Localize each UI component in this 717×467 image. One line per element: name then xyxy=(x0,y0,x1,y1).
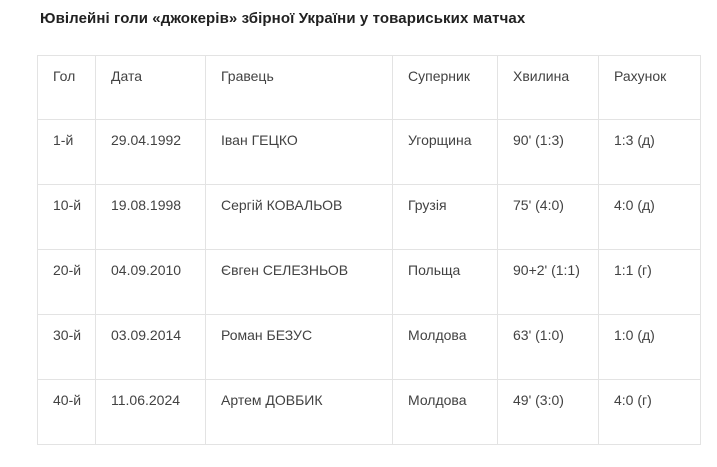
table-cell: 75' (4:0) xyxy=(497,184,599,250)
table-cell: Молдова xyxy=(392,379,498,445)
table-cell: 04.09.2010 xyxy=(95,249,206,315)
column-header-6: Рахунок xyxy=(598,55,701,120)
table-cell: 29.04.1992 xyxy=(95,119,206,185)
table-row: 10-й 19.08.1998 Сергій КОВАЛЬОВ Грузія 75' (… xyxy=(37,184,701,250)
column-header-4: Суперник xyxy=(392,55,498,120)
table-cell: Угорщина xyxy=(392,119,498,185)
column-header-5: Хвилина xyxy=(497,55,599,120)
table-cell: 4:0 (д) xyxy=(598,184,701,250)
table-cell: Грузія xyxy=(392,184,498,250)
table-cell: Молдова xyxy=(392,314,498,380)
table-cell: 4:0 (г) xyxy=(598,379,701,445)
table-row: 30-й 03.09.2014 Роман БЕЗУС Молдова 63' (1:0… xyxy=(37,314,701,380)
table-row: 40-й 11.06.2024 Артем ДОВБИК Молдова 49' (3:… xyxy=(37,379,701,445)
table-cell: Польща xyxy=(392,249,498,315)
table-cell: 20-й xyxy=(37,249,96,315)
table-cell: 10-й xyxy=(37,184,96,250)
column-header-3: Гравець xyxy=(205,55,393,120)
table-cell: 11.06.2024 xyxy=(95,379,206,445)
table-cell: Роман БЕЗУС xyxy=(205,314,393,380)
table-cell: 19.08.1998 xyxy=(95,184,206,250)
table-cell: 1:1 (г) xyxy=(598,249,701,315)
table-cell: 1-й xyxy=(37,119,96,185)
table-cell: Євген СЕЛЕЗНЬОВ xyxy=(205,249,393,315)
table-cell: 90+2' (1:1) xyxy=(497,249,599,315)
table-cell: 40-й xyxy=(37,379,96,445)
jubilee-goals-table: Гол Дата Гравець Суперник Хвилина Рахунок 1-й… xyxy=(37,55,701,445)
table-cell: 90' (1:3) xyxy=(497,119,599,185)
table-row: 1-й 29.04.1992 Іван ГЕЦКО Угорщина 90' (1:3)… xyxy=(37,119,701,185)
table-cell: 49' (3:0) xyxy=(497,379,599,445)
table-cell: 1:0 (д) xyxy=(598,314,701,380)
column-header-1: Гол xyxy=(37,55,96,120)
table-cell: 63' (1:0) xyxy=(497,314,599,380)
column-header-2: Дата xyxy=(95,55,206,120)
table-header-row: Гол Дата Гравець Суперник Хвилина Рахунок xyxy=(37,55,701,120)
table-cell: Іван ГЕЦКО xyxy=(205,119,393,185)
table-cell: Артем ДОВБИК xyxy=(205,379,393,445)
table-cell: 1:3 (д) xyxy=(598,119,701,185)
table-cell: 03.09.2014 xyxy=(95,314,206,380)
table-cell: Сергій КОВАЛЬОВ xyxy=(205,184,393,250)
page-title: Ювілейні голи «джокерів» збірної України… xyxy=(40,10,526,27)
table-row: 20-й 04.09.2010 Євген СЕЛЕЗНЬОВ Польща 90+2'… xyxy=(37,249,701,315)
table-cell: 30-й xyxy=(37,314,96,380)
